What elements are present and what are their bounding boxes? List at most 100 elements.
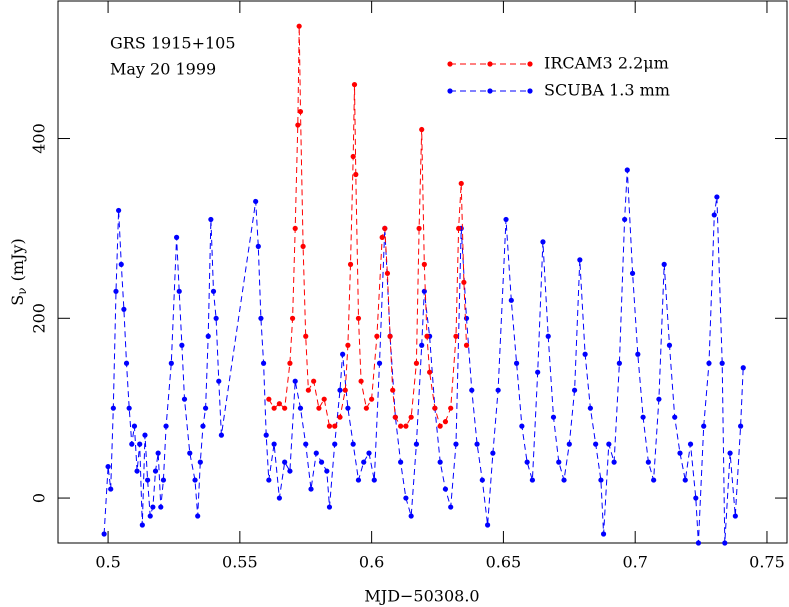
data-point — [195, 513, 201, 519]
data-point — [276, 401, 282, 407]
data-point — [437, 459, 443, 465]
data-point — [535, 369, 541, 375]
data-point — [318, 459, 325, 465]
data-point — [116, 207, 122, 214]
data-point — [672, 414, 678, 420]
data-point — [208, 216, 214, 223]
y-label-symbol: S — [8, 295, 27, 306]
data-point — [110, 405, 116, 411]
data-point — [695, 540, 702, 546]
data-point — [271, 405, 277, 411]
data-point — [276, 495, 282, 501]
x-tick-label: 0.7 — [622, 553, 647, 572]
data-point — [461, 279, 467, 285]
data-point — [495, 387, 501, 393]
data-point — [390, 387, 396, 393]
data-point — [540, 239, 546, 245]
data-point — [448, 405, 454, 411]
data-point — [550, 414, 557, 420]
data-point — [337, 414, 343, 420]
data-point — [129, 441, 135, 447]
data-point — [332, 423, 338, 429]
data-point — [687, 441, 694, 447]
data-point — [374, 333, 380, 339]
data-point — [413, 441, 420, 447]
annotation: GRS 1915+105 — [110, 34, 236, 53]
data-point — [369, 396, 375, 402]
data-point — [622, 216, 628, 223]
data-point — [296, 23, 302, 29]
data-point — [593, 441, 599, 447]
data-point — [366, 450, 372, 456]
data-point — [350, 153, 356, 160]
data-point — [200, 423, 206, 429]
x-tick-label: 0.55 — [222, 553, 258, 572]
data-point — [661, 261, 667, 267]
series-line — [268, 26, 467, 428]
data-point — [677, 450, 683, 456]
data-point — [419, 126, 425, 133]
data-point — [282, 405, 288, 411]
data-point — [137, 441, 143, 447]
y-tick-label: 200 — [30, 303, 49, 334]
data-point — [524, 459, 530, 465]
data-point — [706, 360, 712, 366]
data-point — [600, 531, 607, 537]
data-point — [640, 414, 646, 420]
data-point — [651, 477, 657, 483]
data-point — [187, 450, 193, 456]
data-point — [105, 463, 111, 470]
data-point — [456, 225, 462, 232]
data-point — [448, 504, 454, 510]
data-point — [513, 360, 520, 366]
data-point — [263, 432, 269, 438]
data-point — [561, 477, 567, 483]
data-point — [181, 396, 188, 402]
data-point — [403, 423, 409, 429]
data-point — [437, 423, 443, 429]
data-point — [342, 387, 348, 393]
data-point — [582, 351, 588, 357]
data-point — [392, 414, 398, 420]
data-point — [287, 468, 293, 474]
data-point — [616, 360, 622, 366]
data-point — [168, 360, 174, 366]
data-point — [179, 342, 185, 348]
data-point — [421, 288, 427, 294]
data-point — [324, 468, 330, 474]
data-point — [347, 261, 354, 267]
data-point — [163, 423, 169, 429]
data-point — [413, 360, 420, 366]
data-point — [722, 540, 728, 546]
data-point — [303, 333, 309, 339]
data-point — [123, 360, 130, 366]
plot-frame — [57, 0, 788, 544]
data-point — [624, 167, 630, 173]
data-point — [740, 365, 746, 371]
data-point — [311, 378, 317, 384]
x-tick-label: 0.6 — [359, 553, 384, 572]
data-point — [453, 333, 459, 339]
data-point — [150, 504, 156, 510]
series-line — [103, 169, 744, 544]
data-point — [355, 477, 362, 483]
data-point — [606, 441, 612, 447]
data-point — [382, 225, 388, 232]
data-point — [266, 396, 272, 402]
data-point — [260, 360, 267, 366]
data-point — [210, 288, 217, 294]
y-label-unit: (mJy) — [8, 238, 27, 281]
data-point — [305, 387, 311, 393]
data-point — [453, 441, 459, 447]
data-point — [384, 270, 391, 276]
data-point — [566, 441, 572, 447]
data-point — [297, 108, 304, 115]
data-point — [158, 504, 164, 510]
data-point — [340, 351, 346, 357]
data-point — [134, 468, 140, 474]
data-point — [216, 378, 222, 384]
data-point — [145, 477, 151, 483]
data-point — [282, 459, 288, 465]
data-point — [545, 333, 551, 339]
